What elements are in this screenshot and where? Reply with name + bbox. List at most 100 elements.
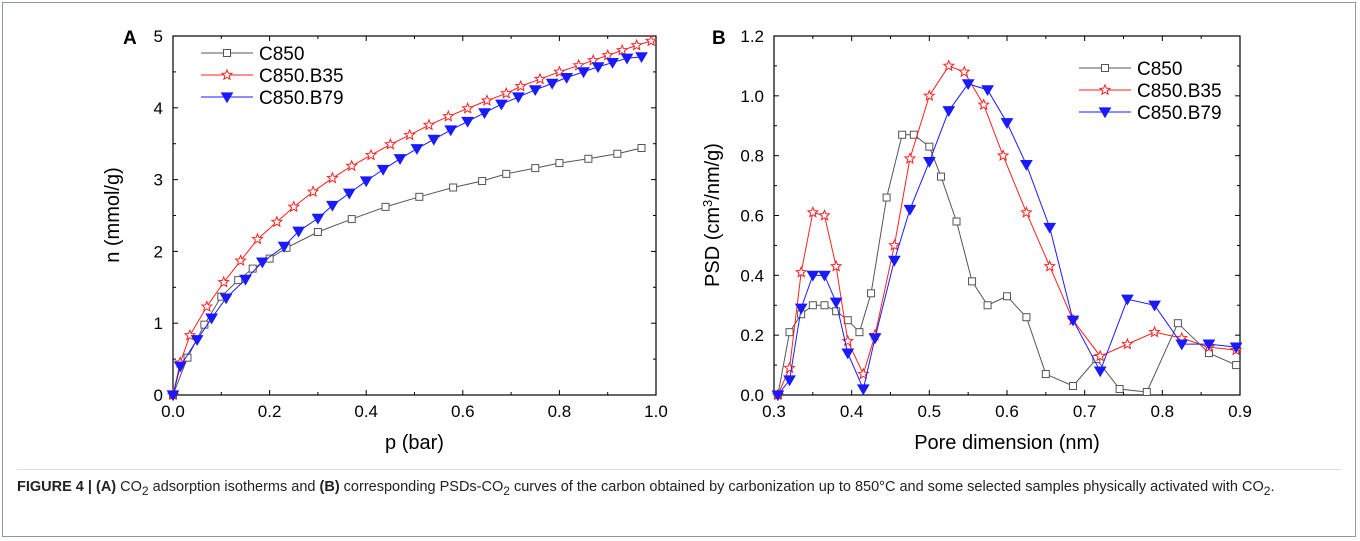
panel-b-xtick-label: 0.6 xyxy=(995,402,1019,421)
panel-b-point-c850-b79 xyxy=(961,79,975,91)
panel-b-point-c850 xyxy=(882,193,891,202)
panel-a-ytick-label: 5 xyxy=(154,27,163,46)
panel-a-point-c850-b35 xyxy=(345,159,358,172)
panel-a-point-c850 xyxy=(381,202,390,211)
panel-a-point-c850-b35 xyxy=(306,185,320,198)
panel-a-point-c850-b35 xyxy=(364,148,378,161)
panel-b-point-c850-b79 xyxy=(771,390,785,402)
panel-a-point-c850-b35 xyxy=(630,38,643,51)
panel-a-legend-label: C850.B35 xyxy=(259,66,344,87)
panel-b-legend-label: C850.B79 xyxy=(1137,103,1222,124)
panel-a-xtick-label: 1.0 xyxy=(644,402,668,421)
caption-label: FIGURE 4 | xyxy=(17,479,96,495)
panel-a-point-c850-b79 xyxy=(342,188,356,200)
panel-b-legend-entry-c850-b35: C850.B35 xyxy=(1079,81,1222,102)
panel-a-point-c850-b79 xyxy=(190,335,204,346)
panel-b-point-c850-b79 xyxy=(1148,300,1161,312)
panel-a-point-c850-b35 xyxy=(480,94,494,106)
panel-b-point-c850-b79 xyxy=(981,85,994,97)
panel-b-ylabel-suffix: /nm/g) xyxy=(702,143,724,200)
panel-b-point-c850-b35 xyxy=(818,208,831,221)
panel-b-xtick-label: 0.9 xyxy=(1228,402,1252,421)
panel-b-point-c850 xyxy=(1173,319,1182,328)
panel-a-ytick-label: 4 xyxy=(154,99,163,118)
panel-b-chart: 0.0 0.2 0.4 0.6 0.8 1.0 1.2 0.3 0.4 0.5 0.6 0.7 0.8 0… xyxy=(700,27,1252,454)
panel-b-point-c850-b35 xyxy=(903,152,917,164)
panel-b-line-c850-b79 xyxy=(777,83,1237,396)
panel-b-point-c850-b35 xyxy=(923,89,936,102)
panel-a-point-c850 xyxy=(613,149,622,158)
panel-a-series-c850-b79 xyxy=(166,52,648,402)
panel-b-point-c850-b79 xyxy=(1066,315,1080,327)
panel-b-xtick-label: 0.8 xyxy=(1151,402,1175,421)
panel-a-point-c850-b79 xyxy=(620,53,634,65)
panel-a-point-c850 xyxy=(449,183,458,192)
panel-a-point-c850-b79 xyxy=(311,213,325,225)
panel-b-point-c850 xyxy=(1115,385,1124,394)
panel-b-point-c850 xyxy=(785,328,794,337)
panel-b-xlabel: Pore dimension (nm) xyxy=(914,432,1100,454)
panel-a-point-c850-b79 xyxy=(239,274,252,286)
panel-b-ytick-label: 0.6 xyxy=(740,207,764,226)
panel-b-ytick-label: 1.0 xyxy=(740,87,764,106)
panel-a-point-c850-b79 xyxy=(591,62,605,74)
panel-b-point-c850 xyxy=(1232,361,1241,370)
panel-b-point-c850 xyxy=(808,301,817,310)
panel-b-point-c850-b79 xyxy=(806,270,820,282)
panel-b-point-c850-b79 xyxy=(942,106,956,118)
panel-b-point-c850-b35 xyxy=(841,334,854,347)
panel-b-ylabel-sup: 3 xyxy=(700,200,715,207)
panel-a-ytick-label: 1 xyxy=(154,314,163,333)
panel-a-legend-entry-c850-b35: C850.B35 xyxy=(201,66,344,87)
panel-a-point-c850 xyxy=(478,177,487,186)
panel-a-point-c850-b79 xyxy=(292,226,305,238)
panel-a-point-c850-b35 xyxy=(251,232,264,245)
panel-a-point-c850-b35 xyxy=(217,275,230,288)
panel-b-xtick-label: 0.3 xyxy=(762,402,786,421)
panel-a-point-c850-b79 xyxy=(545,78,559,90)
panel-a-point-c850-b35 xyxy=(234,254,247,267)
panel-b-point-c850-b79 xyxy=(856,384,870,396)
panel-a-point-c850-b35 xyxy=(644,34,658,47)
panel-b-series-c850 xyxy=(773,130,1241,399)
panel-b-legend-entry-c850-b79: C850.B79 xyxy=(1079,103,1222,124)
caption-sub-3: 2 xyxy=(1263,483,1271,498)
panel-a-legend-marker xyxy=(223,49,231,57)
panel-a-line-c850-b35 xyxy=(172,40,652,396)
panel-a-point-c850 xyxy=(584,154,593,163)
panel-a-point-c850-b35 xyxy=(533,72,547,85)
panel-b-point-c850-b79 xyxy=(794,303,808,315)
panel-b-legend-label: C850 xyxy=(1137,59,1182,80)
panel-b-legend-label: C850.B35 xyxy=(1137,81,1222,102)
panel-a-xtick-label: 0.0 xyxy=(161,402,185,421)
panel-b-point-c850 xyxy=(855,328,864,337)
panel-a-point-c850-b79 xyxy=(444,125,458,137)
panel-a-xtick-label: 0.6 xyxy=(451,402,475,421)
panel-b-point-c850-b35 xyxy=(1121,337,1134,350)
panel-a-series-c850 xyxy=(169,144,646,399)
panel-b-point-c850 xyxy=(983,301,992,310)
panel-a-point-c850-b79 xyxy=(511,92,525,104)
panel-a-xtick-label: 0.8 xyxy=(548,402,572,421)
panel-a-point-c850-b79 xyxy=(376,164,390,176)
figure-caption: FIGURE 4 | (A) CO2 adsorption isotherms … xyxy=(17,476,1337,502)
panel-a-legend-marker xyxy=(220,68,234,81)
panel-b-legend-marker xyxy=(1101,64,1109,72)
caption-sub-2: 2 xyxy=(503,483,510,498)
panel-b-point-c850-b79 xyxy=(1121,294,1134,306)
panel-a-point-c850-b79 xyxy=(606,57,619,69)
panel-b-point-c850 xyxy=(1041,370,1050,379)
panel-b-point-c850-b35 xyxy=(1093,349,1107,362)
panel-a-point-c850-b79 xyxy=(359,176,373,188)
panel-a-ytick-label: 0 xyxy=(154,386,163,405)
panel-a-point-c850-b79 xyxy=(410,144,424,155)
panel-a-chart: 0 1 2 3 4 5 0.0 0.2 0.4 0.6 0.8 1.0 Ap (bar) n (mmol/… xyxy=(102,27,668,454)
panel-b-legend-marker xyxy=(1098,83,1112,96)
panel-a-point-c850-b79 xyxy=(461,116,475,128)
panel-b-point-c850-b79 xyxy=(818,270,831,282)
panel-a-point-c850-b35 xyxy=(183,328,197,341)
panel-a-point-c850-b79 xyxy=(577,67,590,79)
panel-a-ytick-label: 3 xyxy=(154,171,163,190)
panel-a-point-c850 xyxy=(415,192,424,201)
panel-b-ytick-label: 0.8 xyxy=(740,147,764,166)
